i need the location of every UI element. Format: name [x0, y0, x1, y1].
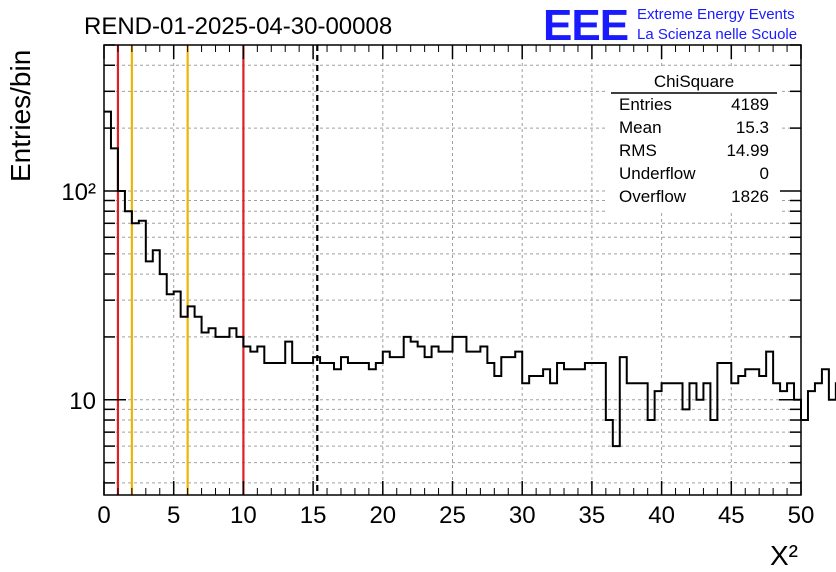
stats-value: 14.99: [726, 141, 769, 160]
x-tick-label: 45: [718, 502, 745, 529]
stats-label: RMS: [619, 141, 657, 160]
stats-label: Underflow: [619, 164, 696, 183]
x-tick-label: 20: [369, 502, 396, 529]
stats-title: ChiSquare: [654, 72, 734, 91]
y-axis: 10 10²: [61, 44, 801, 484]
stats-box: ChiSquare Entries 4189 Mean 15.3 RMS 14.99 Und…: [608, 66, 780, 212]
x-axis-label: X²: [770, 540, 798, 571]
stats-label: Entries: [619, 95, 672, 114]
stats-value: 1826: [731, 187, 769, 206]
x-tick-label: 0: [97, 502, 110, 529]
stats-label: Mean: [619, 118, 662, 137]
logo-line1: Extreme Energy Events: [637, 6, 795, 23]
stats-value: 4189: [731, 95, 769, 114]
x-tick-label: 40: [648, 502, 675, 529]
marker-lines: [116, 45, 319, 495]
x-axis: 0 5 10 15 20 25 30 35 40 45 50: [97, 45, 814, 529]
eee-logo: EEE Extreme Energy Events La Scienza nel…: [543, 1, 797, 50]
x-tick-label: 25: [439, 502, 466, 529]
y-tick-label: 10: [69, 388, 96, 415]
y-tick-label: 10²: [61, 179, 96, 206]
logo-acronym: EEE: [543, 1, 628, 50]
stats-value: 0: [760, 164, 769, 183]
x-tick-label: 50: [788, 502, 815, 529]
x-tick-label: 30: [509, 502, 536, 529]
logo-line2: La Scienza nelle Scuole: [637, 26, 797, 43]
x-tick-label: 5: [167, 502, 180, 529]
histogram-series: [104, 110, 836, 448]
chart-title: REND-01-2025-04-30-00008: [84, 13, 392, 40]
x-tick-label: 10: [230, 502, 257, 529]
stats-value: 15.3: [736, 118, 769, 137]
x-tick-label: 35: [579, 502, 606, 529]
y-axis-label: Entries/bin: [5, 50, 36, 182]
stats-label: Overflow: [619, 187, 687, 206]
x-tick-label: 15: [300, 502, 327, 529]
